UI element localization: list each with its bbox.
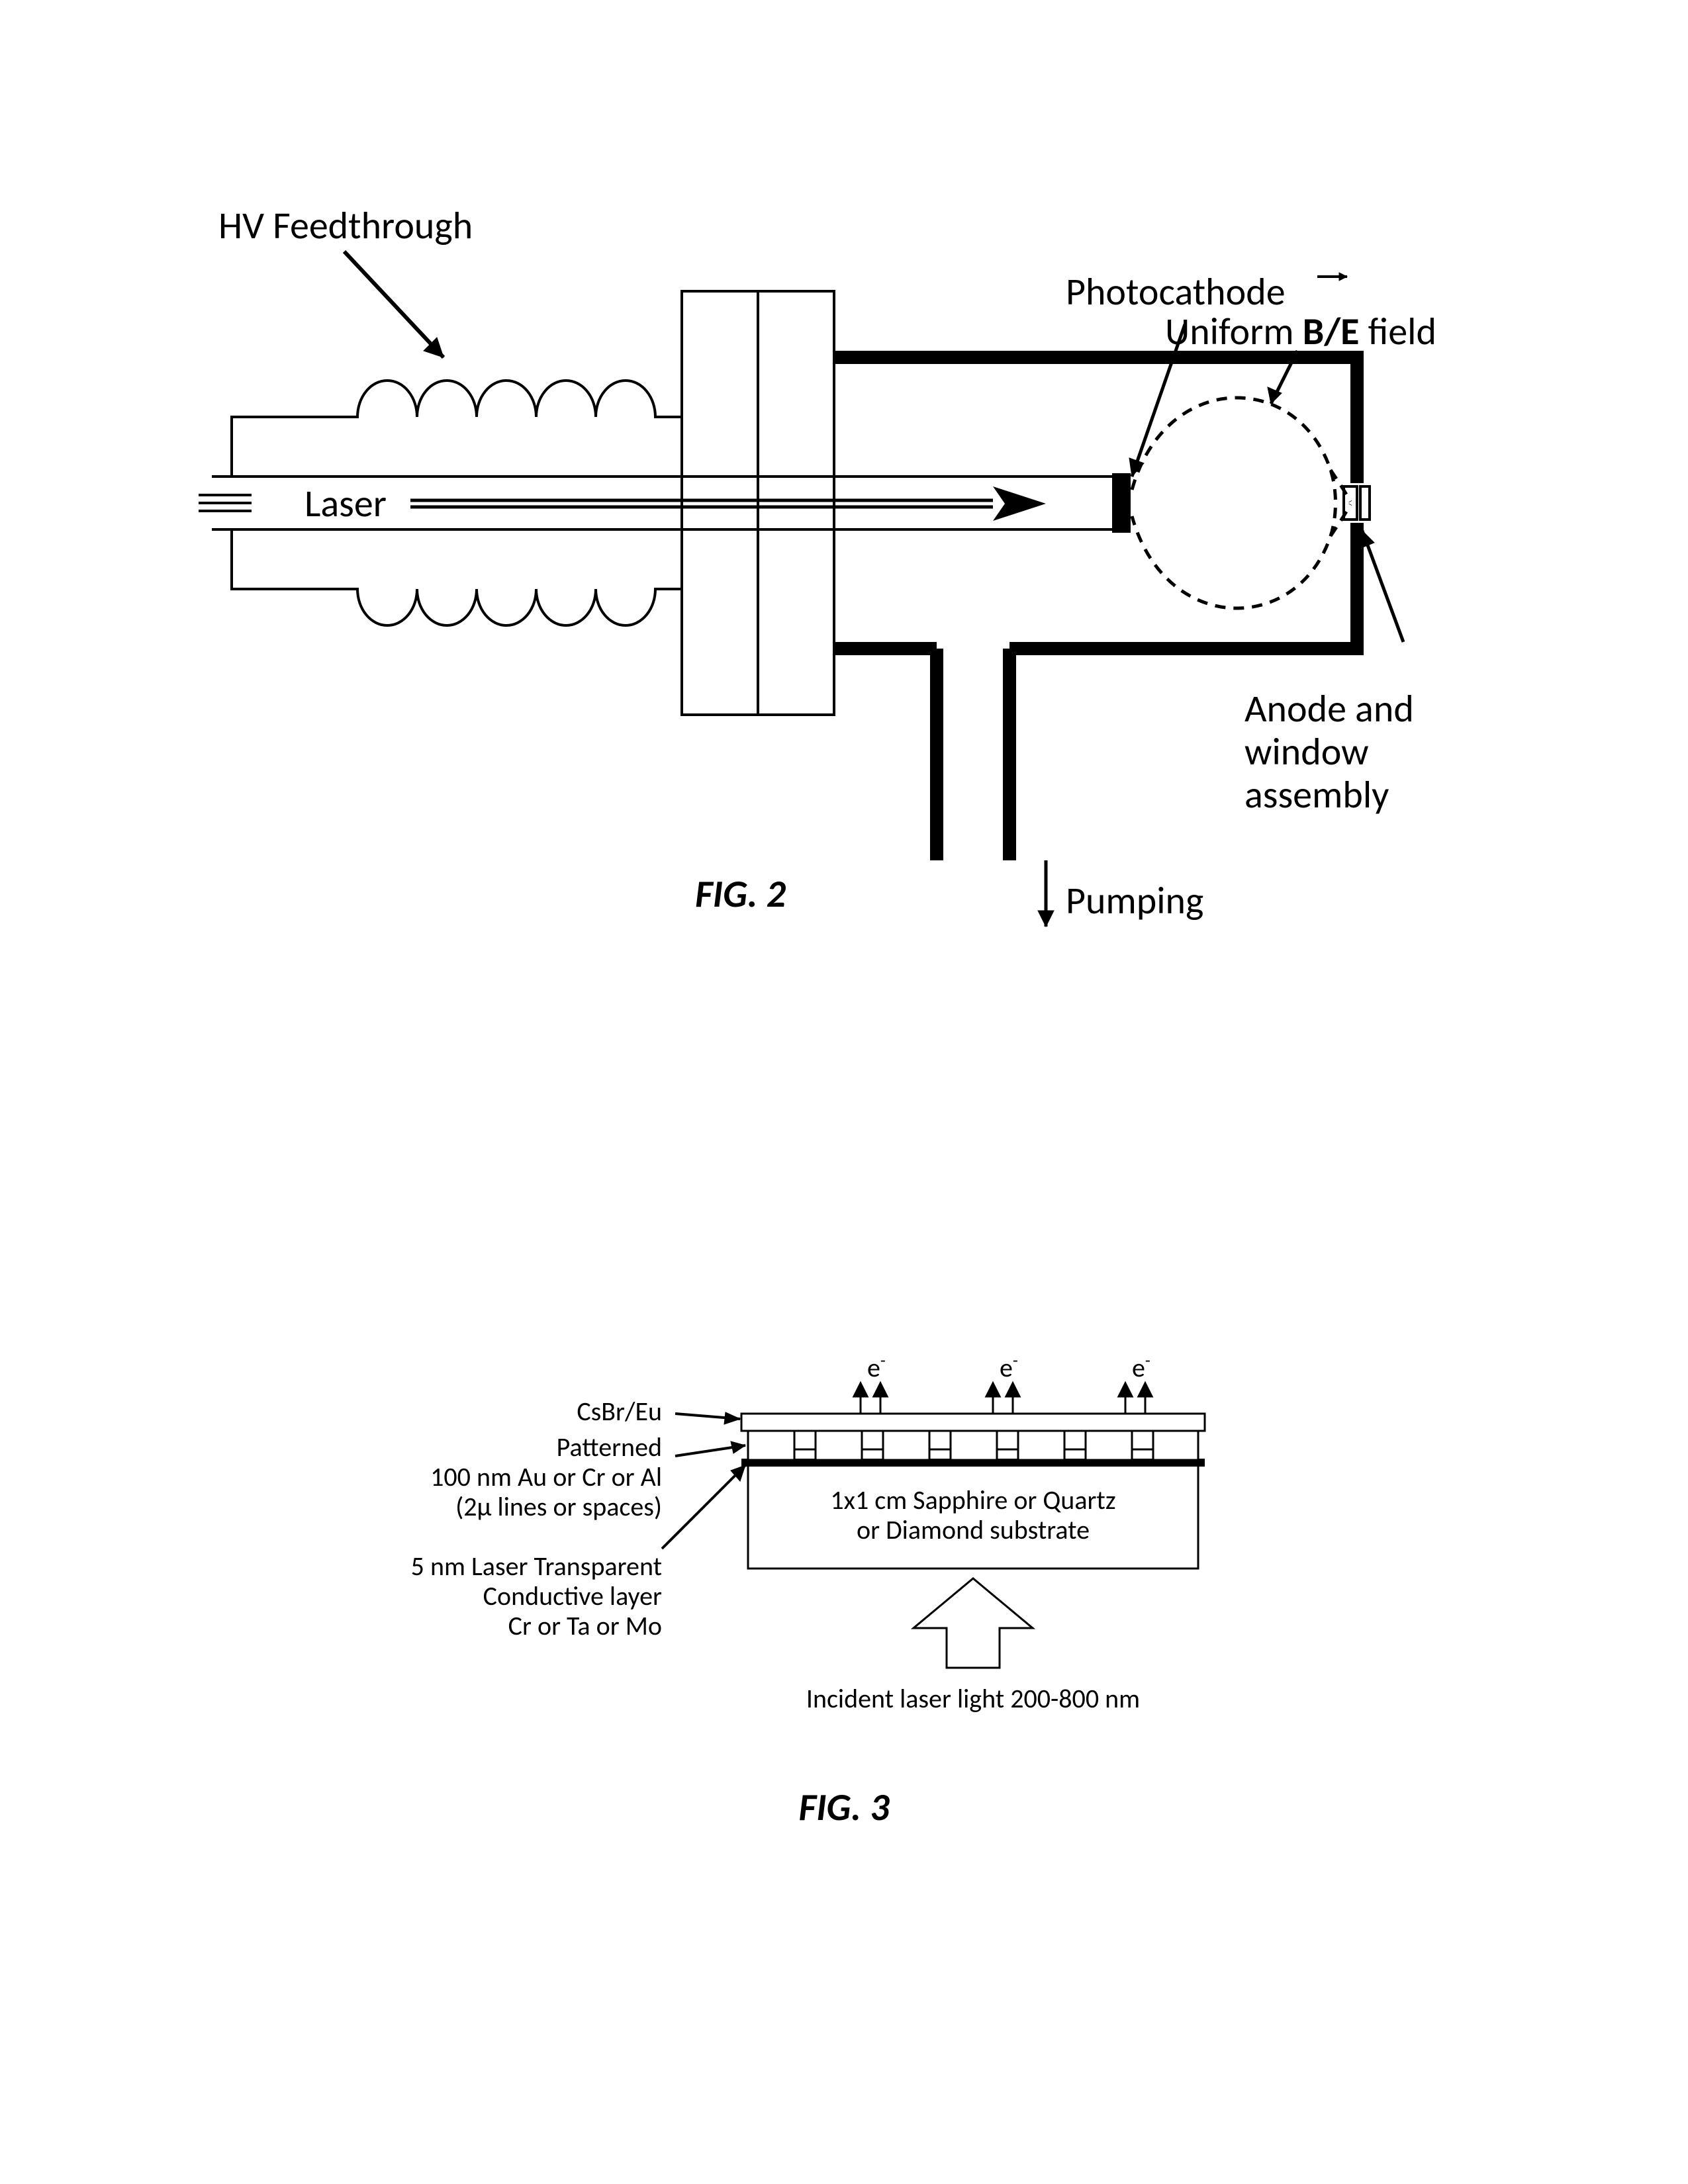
label-cond-2: Conductive layer (483, 1580, 662, 1612)
svg-text:e-: e- (1000, 1349, 1018, 1384)
label-substrate-2: or Diamond substrate (857, 1514, 1090, 1546)
label-anode-3: assembly (1244, 771, 1389, 818)
label-field-prefix: Uniform (1165, 308, 1303, 355)
label-e2: e (1000, 1351, 1013, 1384)
label-cond-1: 5 nm Laser Transparent (411, 1550, 662, 1582)
label-laser: Laser (305, 480, 387, 527)
label-field-be: B/E (1303, 308, 1360, 355)
label-csbr: CsBr/Eu (577, 1395, 662, 1428)
label-e1: e (867, 1351, 880, 1384)
label-anode-1: Anode and (1244, 685, 1414, 732)
fig3-caption: FIG. 3 (798, 1784, 890, 1831)
page: HV Feedthrough Laser Photocathode Unifor… (0, 0, 1688, 2184)
label-incident: Incident laser light 200-800 nm (806, 1682, 1140, 1715)
fig2-svg: HV Feedthrough Laser Photocathode Unifor… (0, 0, 1688, 1125)
label-pumping: Pumping (1066, 877, 1203, 924)
label-substrate-1: 1x1 cm Sapphire or Quartz (830, 1484, 1115, 1516)
fig2-caption: FIG. 2 (695, 870, 786, 917)
svg-text:e-: e- (1132, 1349, 1150, 1384)
label-patterned-3: (2μ lines or spaces) (455, 1490, 662, 1523)
svg-text:Uniform B/E field: Uniform B/E field (1165, 308, 1436, 355)
svg-text:e-: e- (867, 1349, 886, 1384)
label-hv: HV Feedthrough (218, 202, 473, 249)
label-patterned-1: Patterned (557, 1431, 662, 1463)
label-field-suffix: field (1359, 308, 1436, 355)
label-cond-3: Cr or Ta or Mo (508, 1610, 662, 1642)
label-anode-2: window (1244, 728, 1369, 775)
label-e3: e (1132, 1351, 1145, 1384)
fig3-svg: e- e- e- CsBr/Eu Patterned 100 nm Au or … (0, 1257, 1688, 2052)
label-patterned-2: 100 nm Au or Cr or Al (430, 1461, 662, 1493)
